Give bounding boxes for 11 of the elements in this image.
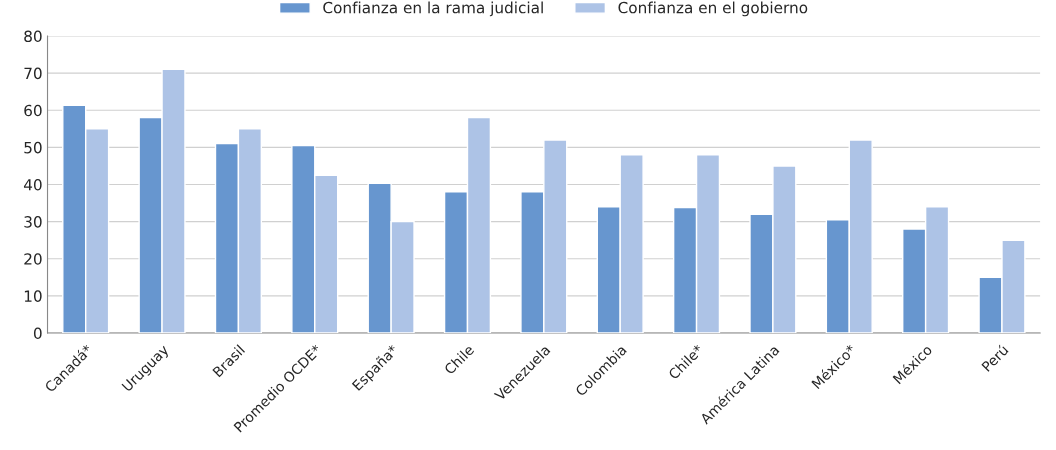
y-tick-label: 40 xyxy=(23,178,42,191)
y-tick-label: 50 xyxy=(24,141,42,154)
y-tick-label: 20 xyxy=(24,253,42,265)
y-tick-label: 30 xyxy=(24,216,42,228)
y-tick-label: 80 xyxy=(24,30,42,43)
legend-label: Confianza en el gobierno xyxy=(618,1,808,17)
legend-label: Confianza en la rama judicial xyxy=(323,1,543,17)
y-tick-label: 0 xyxy=(33,327,42,340)
y-tick-label: 60 xyxy=(24,104,42,117)
y-tick-label: 10 xyxy=(24,290,42,302)
y-tick-label: 70 xyxy=(24,67,42,80)
